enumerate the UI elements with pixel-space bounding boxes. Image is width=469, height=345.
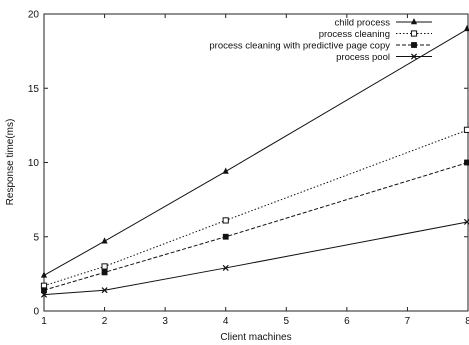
series-markers [40, 24, 469, 298]
x-axis-title: Client machines [220, 332, 291, 343]
legend-label: child process [335, 17, 391, 28]
legend-label: process pool [336, 52, 390, 63]
x-tick-label: 6 [344, 316, 350, 327]
x-tick-label: 2 [102, 316, 108, 327]
series-lines [43, 28, 469, 296]
y-tick-label: 5 [33, 232, 39, 243]
y-tick-label: 15 [28, 84, 40, 95]
data-point-1 [222, 217, 229, 224]
data-point-2 [222, 233, 229, 240]
y-tick-label: 10 [28, 158, 40, 169]
x-tick-label: 5 [284, 316, 290, 327]
data-point-0 [463, 24, 469, 32]
series-line-2 [43, 162, 469, 291]
data-point-3 [222, 264, 229, 271]
series-line-1 [43, 129, 469, 287]
legend-label: process cleaning [319, 29, 390, 40]
data-point-0 [40, 271, 48, 278]
data-point-3 [40, 291, 48, 298]
legend-marker [410, 53, 418, 60]
y-axis-title: Response time(ms) [5, 119, 16, 206]
x-tick-label: 8 [465, 316, 469, 327]
y-tick-label: 20 [28, 10, 40, 21]
data-point-1 [463, 126, 469, 133]
data-point-3 [101, 287, 108, 294]
data-point-0 [101, 237, 108, 244]
data-point-1 [101, 263, 108, 270]
x-tick-label: 1 [41, 316, 47, 327]
legend-marker [410, 30, 418, 37]
legend-marker [410, 18, 418, 25]
series-line-3 [43, 221, 469, 296]
data-point-2 [101, 269, 108, 276]
x-tick-label: 3 [162, 316, 168, 327]
y-tick-label: 0 [33, 307, 39, 318]
axis-ticks: 1 2 3 4 5 6 7 8 0 5 10 15 20 [28, 10, 469, 328]
legend-label: process cleaning with predictive page co… [209, 40, 390, 51]
series-line-0 [43, 28, 469, 276]
data-point-0 [222, 167, 229, 174]
legend-marker [411, 42, 417, 48]
x-tick-label: 4 [223, 316, 229, 327]
x-tick-label: 7 [405, 316, 411, 327]
data-point-2 [41, 287, 47, 294]
data-point-2 [464, 159, 469, 166]
